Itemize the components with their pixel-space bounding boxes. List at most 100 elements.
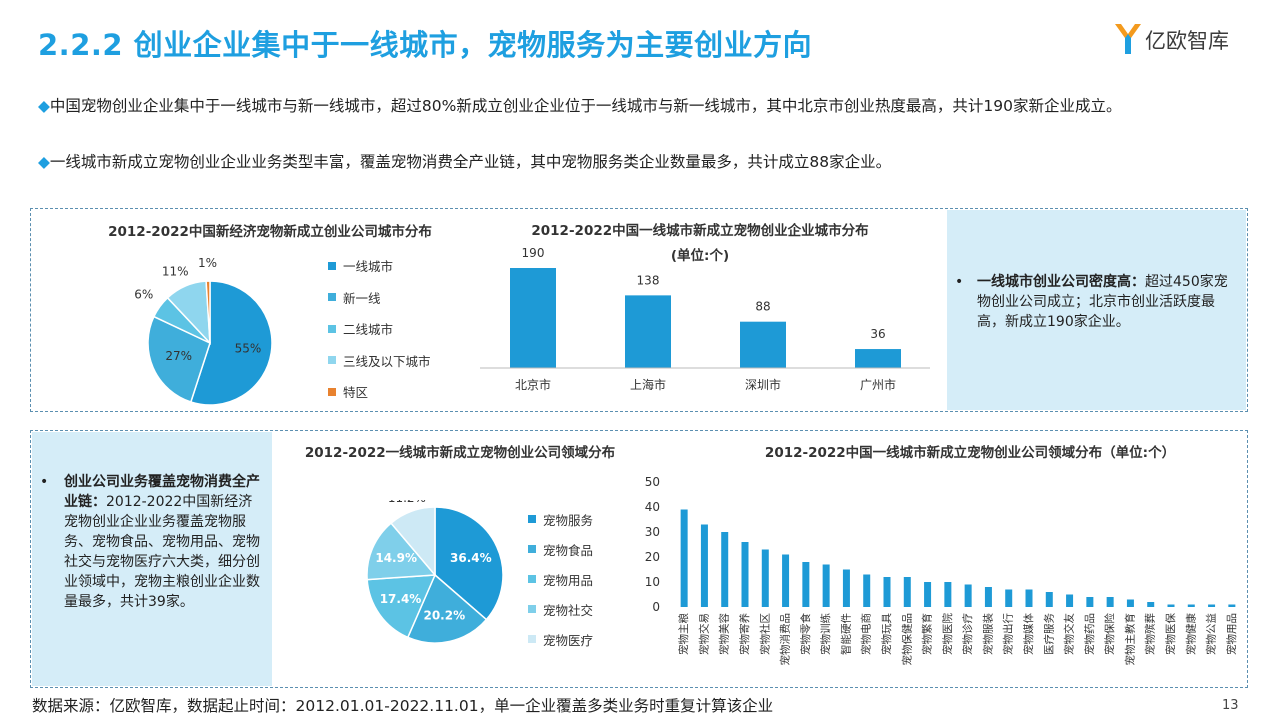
bar-category-label: 宠物繁育 — [921, 613, 934, 655]
slice-label: 36.4% — [450, 551, 492, 565]
bar-category-label: 宠物健康 — [1184, 613, 1197, 655]
pie-slice — [205, 280, 211, 344]
top-chart-panel — [30, 208, 1248, 412]
y-tick-label: 50 — [645, 475, 660, 489]
bar — [903, 577, 911, 607]
bar-category-label: 宠物出行 — [1002, 613, 1015, 655]
logo: 亿欧智库 — [1113, 20, 1253, 60]
diamond-icon: ◆ — [38, 97, 50, 115]
legend-swatch — [528, 515, 536, 523]
pie-slice — [406, 573, 488, 644]
legend-item: 新一线 — [328, 282, 431, 314]
legend-swatch — [328, 387, 336, 396]
legend-swatch — [528, 575, 536, 583]
bar-value-label: 190 — [522, 246, 545, 260]
bar — [1167, 604, 1175, 607]
logo-text: 亿欧智库 — [1145, 29, 1229, 53]
bar-category-label: 宠物主教育 — [1123, 613, 1136, 666]
legend-label: 一线城市 — [343, 259, 394, 275]
bar-value-label: 36 — [870, 327, 885, 341]
summary-bullet-1: ◆中国宠物创业企业集中于一线城市与新一线城市，超过80%新成立创业企业位于一线城… — [38, 94, 1248, 118]
bar-category-label: 宠物美容 — [718, 613, 731, 655]
summary-bullet-text: 中国宠物创业企业集中于一线城市与新一线城市，超过80%新成立创业企业位于一线城市… — [49, 97, 1122, 115]
y-tick-label: 30 — [645, 525, 660, 539]
legend-item: 宠物医疗 — [528, 624, 593, 654]
legend-label: 宠物社交 — [543, 602, 594, 618]
bar-category-label: 宠物消费品 — [779, 613, 792, 666]
chart-title: 2012-2022一线城市新成立宠物创业公司领域分布 — [304, 445, 616, 461]
bar — [1147, 602, 1155, 607]
bar — [822, 564, 830, 607]
bar-category-label: 宠物零食 — [799, 613, 812, 655]
chart-legend: 宠物服务 宠物食品 宠物用品 宠物社交 宠物医疗 — [528, 504, 593, 654]
bar — [741, 542, 749, 607]
note-heading: 一线城市创业公司密度高： — [977, 274, 1145, 290]
bar — [1005, 589, 1013, 607]
slice-label: 20.2% — [423, 609, 465, 623]
bar-value-label: 88 — [755, 300, 770, 314]
bar — [740, 321, 786, 368]
bar — [680, 509, 688, 607]
insight-note-bottom: • 创业公司业务覆盖宠物消费全产业链：2012-2022中国新经济宠物创业企业业… — [32, 432, 272, 686]
bullet-marker: • — [955, 274, 964, 290]
insight-note-top: • 一线城市创业公司密度高：超过450家宠物创业公司成立；北京市创业活跃度最高，… — [947, 210, 1246, 410]
y-tick-label: 40 — [645, 500, 660, 514]
pie-slice — [189, 280, 273, 406]
bottom-chart-panel — [30, 430, 1248, 688]
legend-swatch — [528, 545, 536, 553]
bar-category-label: 宠物电商 — [860, 613, 873, 655]
bar-category-label: 宠物主粮 — [677, 613, 690, 655]
bar — [1187, 604, 1195, 607]
summary-bullet-text: 一线城市新成立宠物创业企业业务类型丰富，覆盖宠物消费全产业链，其中宠物服务类企业… — [49, 153, 892, 171]
pie-slice — [366, 574, 437, 639]
bar-value-label: 138 — [637, 273, 660, 287]
bar-category-label: 上海市 — [630, 377, 666, 392]
bar — [625, 295, 671, 368]
bar — [924, 582, 932, 607]
bar — [1106, 597, 1114, 607]
logo-icon — [1115, 24, 1141, 54]
slice-label: 55% — [235, 342, 262, 356]
chart-title: 2012-2022中国一线城市新成立宠物创业企业城市分布 — [531, 223, 869, 239]
bar-category-label: 宠物玩具 — [880, 613, 893, 655]
bar — [782, 554, 790, 607]
domain-bar-chart: 0 10 20 30 40 50 宠物主粮 宠物交易 宠物美容 宠物寄养 宠物社区 宠物消费品 宠物零食… — [645, 475, 1238, 666]
bar — [1086, 597, 1094, 607]
diamond-icon: ◆ — [38, 153, 50, 171]
bar — [1066, 594, 1074, 607]
pie-slice — [389, 506, 436, 578]
bar — [1208, 604, 1216, 607]
bar-category-label: 宠物媒体 — [1022, 613, 1035, 655]
legend-label: 宠物食品 — [543, 542, 594, 558]
bar — [700, 524, 708, 607]
bar-category-label: 宠物保健品 — [900, 613, 913, 666]
legend-label: 宠物医疗 — [543, 632, 594, 648]
bar-category-label: 宠物寄养 — [738, 613, 751, 655]
slice-label: 1% — [198, 256, 217, 270]
bar — [855, 349, 901, 368]
bar-category-label: 宠物交友 — [1063, 613, 1076, 655]
chart-title: 2012-2022中国一线城市新成立宠物创业公司领域分布（单位:个） — [764, 445, 1176, 461]
legend-item: 宠物用品 — [528, 564, 593, 594]
bar — [842, 569, 850, 607]
bar-category-label: 宠物交易 — [697, 613, 710, 655]
note-text: 超过450家宠物创业公司成立；北京市创业活跃度最高，新成立190家企业。 — [977, 274, 1228, 330]
slice-label: 27% — [165, 349, 192, 363]
legend-swatch — [528, 635, 536, 643]
bar-category-label: 宠物医保 — [1164, 613, 1177, 655]
bar-category-label: 智能硬件 — [839, 613, 852, 655]
pie-slice — [147, 315, 211, 403]
bar-category-label: 宠物药品 — [1083, 613, 1096, 655]
note-heading: 创业公司业务覆盖宠物消费全产业链： — [64, 474, 260, 510]
legend-swatch — [328, 324, 336, 333]
bar-category-label: 宠物殡葬 — [1144, 613, 1157, 655]
pie-slice — [366, 522, 437, 581]
legend-label: 宠物服务 — [543, 512, 594, 528]
legend-item: 宠物食品 — [528, 534, 593, 564]
bar — [1126, 599, 1134, 607]
legend-label: 宠物用品 — [543, 572, 594, 588]
bar — [883, 577, 891, 607]
legend-item: 三线及以下城市 — [328, 345, 431, 377]
y-tick-label: 0 — [652, 600, 660, 614]
legend-item: 二线城市 — [328, 313, 431, 345]
